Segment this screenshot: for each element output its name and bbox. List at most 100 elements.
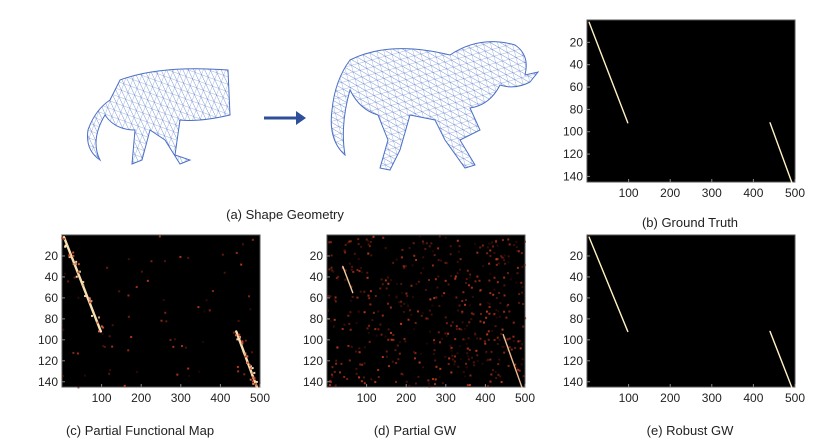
- noise-cell: [357, 310, 360, 313]
- noise-cell: [127, 258, 130, 261]
- segment-speckle: [88, 298, 91, 301]
- y-tick-label: 100: [563, 125, 583, 139]
- segment-speckle: [254, 382, 257, 385]
- noise-cell: [467, 358, 470, 361]
- noise-cell: [385, 287, 388, 290]
- noise-cell: [402, 310, 405, 313]
- noise-cell: [372, 235, 375, 238]
- noise-cell: [437, 247, 440, 250]
- noise-cell: [438, 304, 441, 307]
- noise-cell: [458, 245, 461, 248]
- noise-cell: [519, 347, 522, 350]
- noise-cell: [510, 348, 513, 351]
- noise-cell: [243, 373, 246, 376]
- noise-cell: [457, 250, 460, 253]
- noise-cell: [106, 266, 109, 269]
- noise-cell: [381, 314, 384, 317]
- noise-cell: [349, 299, 352, 302]
- noise-cell: [354, 350, 357, 353]
- segment-speckle: [100, 325, 103, 328]
- noise-cell: [472, 361, 475, 364]
- noise-cell: [506, 338, 509, 341]
- noise-cell: [169, 339, 172, 342]
- noise-cell: [479, 337, 482, 340]
- noise-cell: [197, 306, 200, 309]
- correspondence-segment-2: [769, 330, 793, 388]
- noise-cell: [512, 335, 515, 338]
- noise-cell: [476, 359, 479, 362]
- noise-cell: [468, 304, 471, 307]
- noise-cell: [395, 296, 398, 299]
- noise-cell: [333, 370, 336, 373]
- noise-cell: [479, 312, 482, 315]
- noise-cell: [355, 372, 358, 375]
- noise-cell: [377, 328, 380, 331]
- noise-cell: [508, 243, 511, 246]
- noise-cell: [102, 344, 105, 347]
- noise-cell: [450, 371, 453, 374]
- x-tick-label: 200: [660, 186, 680, 200]
- noise-cell: [419, 235, 422, 238]
- noise-cell: [244, 339, 247, 342]
- noise-cell: [346, 377, 349, 380]
- noise-cell: [493, 251, 496, 254]
- noise-cell: [517, 340, 520, 343]
- heatmap-background: [61, 234, 261, 388]
- noise-cell: [485, 359, 488, 362]
- noise-cell: [431, 264, 434, 267]
- noise-cell: [387, 338, 390, 341]
- noise-cell: [466, 384, 469, 387]
- noise-cell: [160, 319, 163, 322]
- noise-cell: [392, 261, 395, 264]
- noise-cell: [424, 288, 427, 291]
- noise-cell: [495, 377, 498, 380]
- noise-cell: [359, 363, 362, 366]
- noise-cell: [461, 311, 464, 314]
- noise-cell: [369, 240, 372, 243]
- noise-cell: [363, 311, 366, 314]
- noise-cell: [492, 313, 495, 316]
- segment-speckle: [238, 335, 241, 338]
- noise-cell: [517, 368, 520, 371]
- noise-cell: [502, 256, 505, 259]
- noise-cell: [487, 301, 490, 304]
- noise-cell: [451, 354, 454, 357]
- noise-cell: [64, 272, 67, 275]
- correspondence-segment-1: [342, 265, 354, 294]
- noise-cell: [484, 351, 487, 354]
- noise-cell: [479, 303, 482, 306]
- noise-cell: [476, 337, 479, 340]
- noise-cell: [524, 317, 527, 320]
- noise-cell: [448, 357, 451, 360]
- y-tick-label: 100: [303, 333, 323, 347]
- noise-cell: [476, 275, 479, 278]
- noise-cell: [434, 378, 437, 381]
- x-tick-label: 100: [92, 391, 112, 405]
- noise-cell: [173, 338, 176, 341]
- noise-cell: [329, 241, 332, 244]
- x-tick-label: 400: [743, 391, 763, 405]
- heatmap-background: [326, 234, 526, 388]
- segment-speckle: [252, 380, 255, 383]
- noise-cell: [522, 375, 525, 378]
- noise-cell: [429, 298, 432, 301]
- noise-cell: [500, 381, 503, 384]
- noise-cell: [521, 285, 524, 288]
- noise-cell: [400, 256, 403, 259]
- noise-cell: [472, 295, 475, 298]
- y-tick-label: 40: [570, 58, 584, 72]
- noise-cell: [250, 351, 253, 354]
- noise-cell: [504, 262, 507, 265]
- noise-cell: [401, 373, 404, 376]
- noise-cell: [427, 382, 430, 385]
- noise-cell: [489, 358, 492, 361]
- noise-cell: [385, 355, 388, 358]
- x-tick-label: 500: [785, 186, 805, 200]
- y-tick-label: 100: [563, 333, 583, 347]
- x-tick-label: 200: [660, 391, 680, 405]
- noise-cell: [486, 385, 489, 388]
- noise-cell: [363, 362, 366, 365]
- noise-cell: [493, 288, 496, 291]
- noise-cell: [496, 342, 499, 345]
- noise-cell: [363, 290, 366, 293]
